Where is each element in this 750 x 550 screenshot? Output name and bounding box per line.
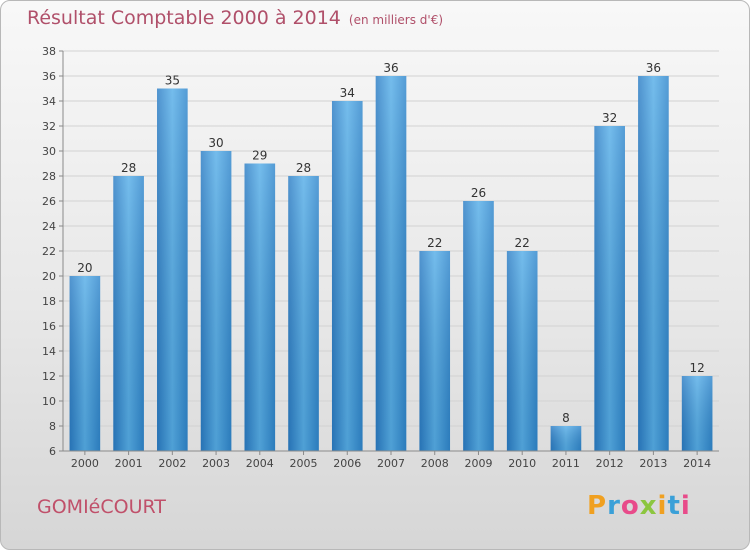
bar-value-label: 36 [646, 61, 661, 75]
y-tick-label: 10 [42, 395, 56, 408]
bar-value-label: 30 [208, 136, 223, 150]
x-tick-label: 2011 [552, 457, 580, 470]
bar-shade [419, 251, 451, 451]
bar-value-label: 8 [562, 411, 570, 425]
x-tick-label: 2012 [596, 457, 624, 470]
bar-shade [113, 176, 144, 451]
place-name: GOMIéCOURT [37, 496, 166, 518]
y-tick-label: 6 [49, 445, 56, 458]
logo-letter: x [639, 491, 658, 521]
x-tick-label: 2008 [421, 457, 449, 470]
bar-value-label: 29 [252, 149, 267, 163]
bar-value-label: 36 [383, 61, 398, 75]
bar-shade [463, 201, 494, 451]
logo-letter: i [680, 491, 691, 521]
y-tick-label: 18 [42, 295, 56, 308]
x-tick-label: 2009 [464, 457, 492, 470]
axes: 6 8 10 12 14 16 18 20 22 24 26 28 30 32 34 36 38 2000 2001… [42, 45, 719, 470]
bar-shade [681, 376, 713, 451]
x-tick-label: 2003 [202, 457, 230, 470]
y-tick-label: 26 [42, 195, 56, 208]
x-tick-label: 2002 [158, 457, 186, 470]
logo-letter: o [620, 491, 640, 521]
proxiti-logo: Proxiti [587, 491, 691, 521]
x-tick-label: 2010 [508, 457, 536, 470]
bar-value-label: 22 [427, 236, 442, 250]
bar-value-label: 32 [602, 111, 617, 125]
bar-value-label: 35 [165, 74, 180, 88]
unit-label: (en milliers d'€) [348, 13, 444, 27]
x-tick-label: 2013 [639, 457, 667, 470]
logo-letter: t [667, 491, 681, 521]
bar-shade [69, 276, 101, 451]
bar-shade [200, 151, 232, 451]
bar-value-label: 34 [340, 86, 355, 100]
bar-shade [288, 176, 319, 451]
bar-shade [550, 426, 582, 451]
y-tick-label: 36 [42, 70, 56, 83]
y-tick-label: 22 [42, 245, 56, 258]
bar-value-label: 26 [471, 186, 486, 200]
bar-shade [375, 76, 407, 451]
bar-value-label: 22 [515, 236, 530, 250]
y-tick-label: 8 [49, 420, 56, 433]
logo-letter: P [587, 491, 608, 521]
x-tick-label: 2007 [377, 457, 405, 470]
y-tick-label: 14 [42, 345, 56, 358]
bar-shade [638, 76, 669, 451]
bar-shade [331, 101, 363, 451]
bar-shade [244, 163, 276, 451]
y-tick-label: 12 [42, 370, 56, 383]
y-tick-label: 16 [42, 320, 56, 333]
x-tick-label: 2004 [246, 457, 274, 470]
bar-shade [594, 126, 625, 451]
bar-value-label: 28 [296, 161, 311, 175]
y-tick-label: 34 [42, 95, 56, 108]
y-tick-label: 32 [42, 120, 56, 133]
y-tick-label: 38 [42, 45, 56, 58]
bars: 20 28 35 30 29 28 34 36 22 26 22 8 32 36 12 [69, 61, 713, 451]
x-tick-label: 2001 [115, 457, 143, 470]
y-tick-label: 24 [42, 220, 56, 233]
logo-letter: r [607, 491, 621, 521]
bar-value-label: 12 [689, 361, 704, 375]
y-tick-label: 20 [42, 270, 56, 283]
bar-shade [506, 251, 538, 451]
chart-title: Résultat Comptable 2000 à 2014 (en millie… [27, 7, 444, 29]
y-tick-label: 28 [42, 170, 56, 183]
x-tick-label: 2000 [71, 457, 99, 470]
bar-value-label: 28 [121, 161, 136, 175]
bar-shade [157, 88, 188, 451]
x-tick-label: 2006 [333, 457, 361, 470]
bar-value-label: 20 [77, 261, 92, 275]
x-tick-label: 2014 [683, 457, 711, 470]
y-tick-label: 30 [42, 145, 56, 158]
x-tick-label: 2005 [290, 457, 318, 470]
logo-letter: i [657, 491, 668, 521]
